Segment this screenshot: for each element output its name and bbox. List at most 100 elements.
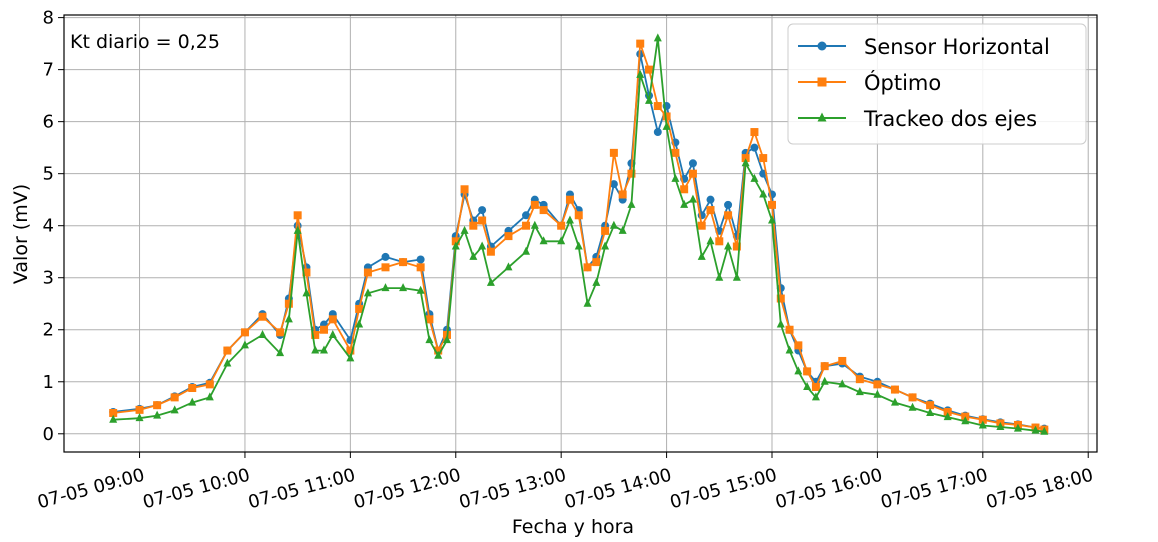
x-tick-label: 07-05 14:00 (562, 465, 674, 514)
data-point (794, 366, 803, 375)
data-point (381, 283, 390, 292)
data-point (785, 325, 794, 334)
y-tick-label: 3 (43, 268, 54, 289)
data-point (645, 95, 654, 104)
data-point (706, 206, 715, 215)
data-point (188, 384, 197, 393)
data-point (240, 340, 249, 349)
data-point (557, 221, 566, 230)
data-point (153, 410, 162, 419)
data-point (320, 345, 329, 354)
data-point (1040, 426, 1049, 435)
data-point (574, 241, 583, 250)
data-point (653, 33, 662, 42)
data-point (240, 328, 249, 337)
data-point (311, 345, 320, 354)
data-point (697, 251, 706, 260)
data-point (574, 211, 583, 220)
x-axis-label: Fecha y hora (512, 516, 634, 538)
data-point (776, 319, 785, 328)
data-point (776, 294, 785, 303)
data-point (451, 237, 460, 246)
data-point (627, 169, 636, 178)
data-point (328, 329, 337, 338)
data-point (908, 393, 917, 402)
data-point (680, 199, 689, 208)
data-point (759, 189, 768, 198)
data-point (311, 330, 320, 339)
data-point (662, 121, 671, 130)
legend-box (787, 23, 1087, 145)
data-point (478, 241, 487, 250)
data-point (978, 415, 987, 424)
data-point (697, 221, 706, 230)
data-point (671, 173, 680, 182)
data-point (223, 346, 232, 355)
data-point (522, 221, 531, 230)
data-point (363, 288, 372, 297)
data-point (926, 407, 935, 416)
x-tick-label: 07-05 16:00 (773, 465, 885, 514)
data-point (135, 405, 144, 414)
data-point (399, 258, 408, 267)
data-point (732, 242, 741, 251)
data-point (416, 263, 425, 272)
y-axis: 0 1 2 3 4 5 6 7 8 (43, 8, 64, 445)
data-point (890, 397, 899, 406)
data-point (460, 225, 469, 234)
data-point (618, 225, 627, 234)
data-point (1013, 423, 1022, 432)
data-point (530, 220, 539, 229)
data-point (1031, 425, 1040, 434)
data-point (873, 389, 882, 398)
data-point (653, 102, 662, 111)
data-point (817, 41, 827, 51)
y-tick-label: 7 (43, 60, 54, 81)
data-point (618, 190, 627, 199)
data-point (425, 315, 434, 324)
data-point (811, 382, 820, 391)
series-line (113, 38, 1045, 433)
data-point (926, 401, 935, 410)
legend-label: Trackeo dos ejes (863, 107, 1037, 131)
data-point (636, 69, 645, 78)
data-point (416, 285, 425, 294)
data-point (539, 236, 548, 245)
y-axis-label: Valor (mV) (10, 184, 32, 284)
y-tick-label: 1 (43, 372, 54, 393)
data-point (609, 148, 618, 157)
data-point (205, 392, 214, 401)
data-point (460, 185, 469, 194)
data-point (478, 206, 487, 215)
legend-item: Trackeo dos ejes (798, 107, 1037, 131)
data-point (636, 39, 645, 48)
kt-annotation: Kt diario = 0,25 (70, 31, 220, 53)
legend-item: Sensor Horizontal (798, 35, 1050, 59)
data-point (817, 112, 827, 122)
data-point (284, 299, 293, 308)
data-point (688, 194, 697, 203)
data-point (583, 298, 592, 307)
x-tick-label: 07-05 12:00 (351, 465, 463, 514)
data-point (645, 65, 654, 74)
plot-area (63, 14, 1098, 453)
data-point (592, 258, 601, 267)
data-point (302, 288, 311, 297)
data-point (803, 381, 812, 390)
legend-label: Óptimo (864, 70, 941, 95)
x-tick-label: 07-05 13:00 (457, 465, 569, 514)
data-point (873, 380, 882, 389)
data-point (908, 402, 917, 411)
data-point (434, 346, 443, 355)
data-point (258, 312, 267, 321)
data-point (741, 154, 750, 163)
series-2 (109, 33, 1049, 435)
data-point (943, 407, 952, 416)
data-point (724, 200, 733, 209)
data-point (381, 252, 390, 261)
data-point (276, 328, 285, 337)
data-point (996, 422, 1005, 431)
x-tick-label: 07-05 17:00 (879, 465, 991, 514)
data-point (346, 346, 355, 355)
x-tick-label: 07-05 11:00 (246, 465, 358, 514)
